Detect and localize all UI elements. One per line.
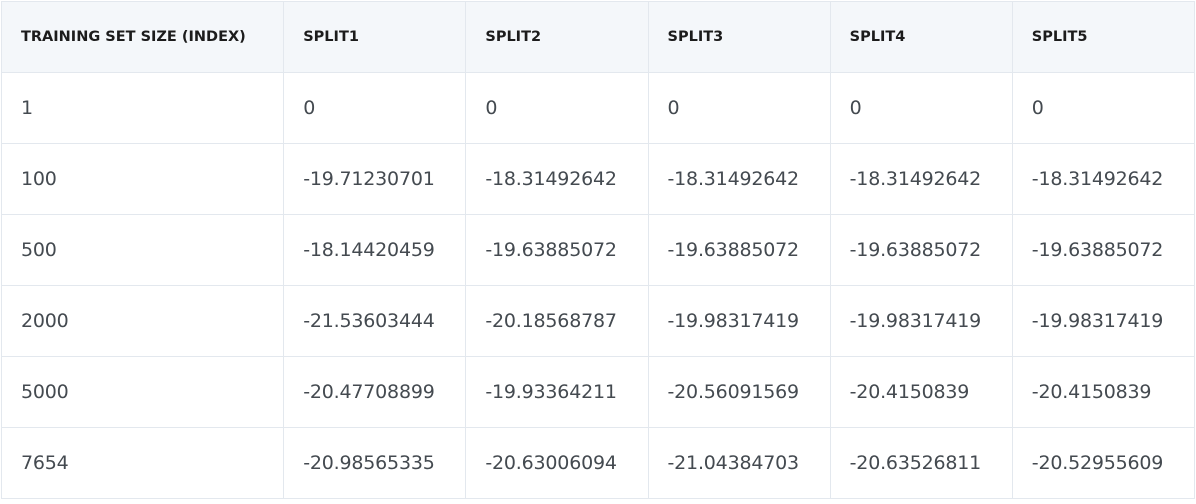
value-cell: -18.31492642 <box>1011 143 1196 215</box>
value-cell: -19.98317419 <box>829 285 1013 357</box>
header-row: TRAINING SET SIZE (INDEX) SPLIT1 SPLIT2 SPL… <box>0 1 1196 73</box>
index-cell: 2000 <box>0 285 285 357</box>
value-cell: -19.71230701 <box>283 143 467 215</box>
column-header-split3: SPLIT3 <box>647 1 831 73</box>
table-row: 7654 -20.98565335 -20.63006094 -21.04384703… <box>0 427 1196 499</box>
value-cell: -19.63885072 <box>1011 214 1196 286</box>
value-cell: -20.98565335 <box>283 427 467 499</box>
value-cell: -20.52955609 <box>1011 427 1196 499</box>
value-cell: -20.63526811 <box>829 427 1013 499</box>
column-header-split1: SPLIT1 <box>283 1 467 73</box>
table-row: 500 -18.14420459 -19.63885072 -19.63885072-… <box>0 214 1196 286</box>
value-cell: 0 <box>829 72 1013 144</box>
index-cell: 5000 <box>0 356 285 428</box>
value-cell: -20.4150839 <box>1011 356 1196 428</box>
column-header-index: TRAINING SET SIZE (INDEX) <box>0 1 285 73</box>
value-cell: -21.53603444 <box>283 285 467 357</box>
table-header: TRAINING SET SIZE (INDEX) SPLIT1 SPLIT2 SPL… <box>0 1 1196 73</box>
value-cell: -18.31492642 <box>829 143 1013 215</box>
table-row: 100 -19.71230701 -18.31492642 -18.31492642-… <box>0 143 1196 215</box>
value-cell: -19.98317419 <box>1011 285 1196 357</box>
value-cell: -18.31492642 <box>465 143 649 215</box>
value-cell: 0 <box>647 72 831 144</box>
index-cell: 500 <box>0 214 285 286</box>
index-cell: 1 <box>0 72 285 144</box>
table-row: 5000 -20.47708899 -19.93364211 -20.56091569… <box>0 356 1196 428</box>
value-cell: -19.93364211 <box>465 356 649 428</box>
value-cell: -21.04384703 <box>647 427 831 499</box>
index-cell: 100 <box>0 143 285 215</box>
value-cell: -19.63885072 <box>465 214 649 286</box>
value-cell: -18.31492642 <box>647 143 831 215</box>
value-cell: -18.14420459 <box>283 214 467 286</box>
table-row: 2000 -21.53603444 -20.18568787 -19.98317419… <box>0 285 1196 357</box>
index-cell: 7654 <box>0 427 285 499</box>
column-header-split4: SPLIT4 <box>829 1 1013 73</box>
value-cell: -20.56091569 <box>647 356 831 428</box>
value-cell: -19.98317419 <box>647 285 831 357</box>
value-cell: -19.63885072 <box>647 214 831 286</box>
value-cell: 0 <box>1011 72 1196 144</box>
value-cell: -20.18568787 <box>465 285 649 357</box>
value-cell: -20.47708899 <box>283 356 467 428</box>
value-cell: -20.63006094 <box>465 427 649 499</box>
column-header-split5: SPLIT5 <box>1011 1 1196 73</box>
value-cell: 0 <box>283 72 467 144</box>
value-cell: -19.63885072 <box>829 214 1013 286</box>
column-header-split2: SPLIT2 <box>465 1 649 73</box>
value-cell: 0 <box>465 72 649 144</box>
table-body: 1 0 0 0 0 0 100 -19.71230701 -18.31492642 -18.314… <box>0 72 1196 499</box>
value-cell: -20.4150839 <box>829 356 1013 428</box>
